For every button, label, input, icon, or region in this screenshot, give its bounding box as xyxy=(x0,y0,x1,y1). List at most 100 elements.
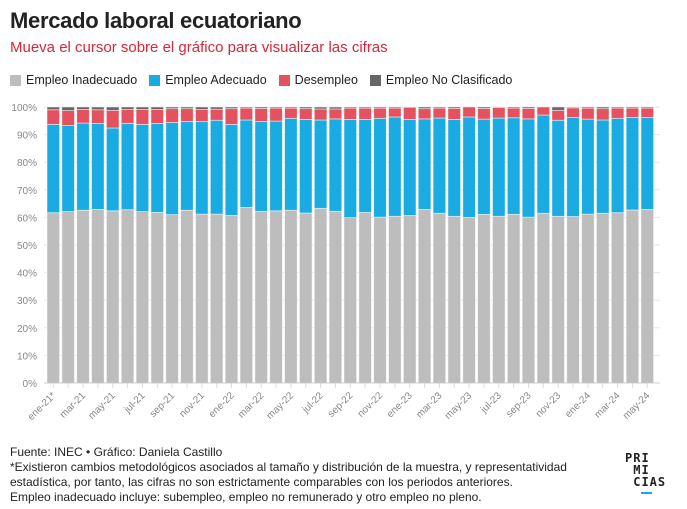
bar-segment[interactable] xyxy=(165,214,179,384)
bar-segment[interactable] xyxy=(432,107,447,119)
bar-segment[interactable] xyxy=(91,208,105,384)
bar-segment[interactable] xyxy=(284,106,298,109)
bar-segment[interactable] xyxy=(239,207,254,384)
bar-segment[interactable] xyxy=(165,106,179,110)
bar-segment[interactable] xyxy=(328,106,343,110)
bar-segment[interactable] xyxy=(224,215,239,384)
bar-segment[interactable] xyxy=(343,107,358,120)
bar-segment[interactable] xyxy=(313,119,328,209)
bar-segment[interactable] xyxy=(269,107,283,122)
bar-segment[interactable] xyxy=(135,123,150,213)
bar-segment[interactable] xyxy=(76,209,90,384)
bar-segment[interactable] xyxy=(76,106,90,110)
bar-segment[interactable] xyxy=(61,106,75,111)
bar-segment[interactable] xyxy=(506,117,521,215)
bar-segment[interactable] xyxy=(492,215,506,384)
bar-segment[interactable] xyxy=(299,106,313,110)
bar-segment[interactable] xyxy=(640,117,655,210)
bar-segment[interactable] xyxy=(581,213,595,384)
bar-segment[interactable] xyxy=(640,208,655,384)
bar-segment[interactable] xyxy=(284,209,298,384)
bar-segment[interactable] xyxy=(343,217,358,384)
bar-segment[interactable] xyxy=(492,106,506,108)
bar-segment[interactable] xyxy=(180,121,194,211)
bar-segment[interactable] xyxy=(447,107,461,120)
bar-segment[interactable] xyxy=(358,107,372,120)
bar-segment[interactable] xyxy=(521,106,536,109)
bar-segment[interactable] xyxy=(402,119,417,216)
bar-segment[interactable] xyxy=(625,107,640,118)
bar-segment[interactable] xyxy=(477,107,491,120)
bar-segment[interactable] xyxy=(551,119,565,217)
bar-segment[interactable] xyxy=(239,106,254,109)
bar-segment[interactable] xyxy=(91,109,105,124)
bar-segment[interactable] xyxy=(106,106,120,111)
bar-segment[interactable] xyxy=(581,107,595,120)
bar-segment[interactable] xyxy=(581,106,595,109)
bar-segment[interactable] xyxy=(46,109,61,125)
bar-segment[interactable] xyxy=(328,118,343,212)
bar-segment[interactable] xyxy=(269,120,283,212)
bar-segment[interactable] xyxy=(432,117,447,214)
bar-segment[interactable] xyxy=(417,106,432,110)
bar-segment[interactable] xyxy=(581,118,595,215)
bar-segment[interactable] xyxy=(521,118,536,218)
bar-segment[interactable] xyxy=(536,106,551,116)
bar-segment[interactable] xyxy=(61,125,75,213)
bar-segment[interactable] xyxy=(417,118,432,210)
bar-segment[interactable] xyxy=(373,216,387,384)
bar-segment[interactable] xyxy=(521,216,536,384)
bar-segment[interactable] xyxy=(417,108,432,120)
stacked-bar-chart[interactable]: 0% 10% 20% 30% 40% 50% 60% 70% 80% 90% 100% ene-21*… xyxy=(0,0,687,440)
bar-segment[interactable] xyxy=(402,106,417,120)
bar-segment[interactable] xyxy=(209,108,224,121)
bar-segment[interactable] xyxy=(640,106,655,109)
bar-segment[interactable] xyxy=(313,108,328,121)
legend-item[interactable]: Empleo No Clasificado xyxy=(369,73,512,87)
bar-segment[interactable] xyxy=(388,107,402,118)
bar-segment[interactable] xyxy=(373,107,387,119)
bar-segment[interactable] xyxy=(358,212,372,384)
bar-segment[interactable] xyxy=(195,106,209,110)
bar-segment[interactable] xyxy=(432,106,447,109)
bar-segment[interactable] xyxy=(388,116,402,217)
bar-segment[interactable] xyxy=(536,114,551,214)
bar-segment[interactable] xyxy=(150,106,164,110)
bar-segment[interactable] xyxy=(106,127,120,212)
bar-segment[interactable] xyxy=(462,116,476,218)
legend-item[interactable]: Empleo Adecuado xyxy=(149,73,267,87)
bar-segment[interactable] xyxy=(299,212,313,384)
bar-segment[interactable] xyxy=(120,122,135,211)
bar-segment[interactable] xyxy=(640,107,655,118)
bar-segment[interactable] xyxy=(209,119,224,215)
bar-segment[interactable] xyxy=(224,106,239,110)
legend-item[interactable]: Desempleo xyxy=(278,73,358,87)
bar-segment[interactable] xyxy=(566,107,580,118)
bar-segment[interactable] xyxy=(106,109,120,129)
bar-segment[interactable] xyxy=(625,117,640,211)
bar-segment[interactable] xyxy=(388,106,402,109)
bar-segment[interactable] xyxy=(521,107,536,120)
bar-segment[interactable] xyxy=(536,212,551,384)
bar-segment[interactable] xyxy=(313,106,328,110)
bar-segment[interactable] xyxy=(76,109,90,124)
bar-segment[interactable] xyxy=(180,106,194,110)
bar-segment[interactable] xyxy=(596,106,610,110)
bar-segment[interactable] xyxy=(224,123,239,216)
bar-segment[interactable] xyxy=(46,106,61,111)
bar-segment[interactable] xyxy=(150,123,164,213)
bar-segment[interactable] xyxy=(506,106,521,109)
bar-segment[interactable] xyxy=(135,106,150,110)
bar-segment[interactable] xyxy=(610,107,625,119)
bar-segment[interactable] xyxy=(269,106,283,109)
bar-segment[interactable] xyxy=(388,215,402,384)
bar-segment[interactable] xyxy=(224,108,239,125)
bar-segment[interactable] xyxy=(46,123,61,214)
bar-segment[interactable] xyxy=(551,109,565,121)
bar-segment[interactable] xyxy=(120,106,135,110)
bar-segment[interactable] xyxy=(254,210,268,384)
bar-segment[interactable] xyxy=(358,119,372,213)
bar-segment[interactable] xyxy=(625,106,640,109)
bar-segment[interactable] xyxy=(506,213,521,384)
bar-segment[interactable] xyxy=(432,212,447,384)
